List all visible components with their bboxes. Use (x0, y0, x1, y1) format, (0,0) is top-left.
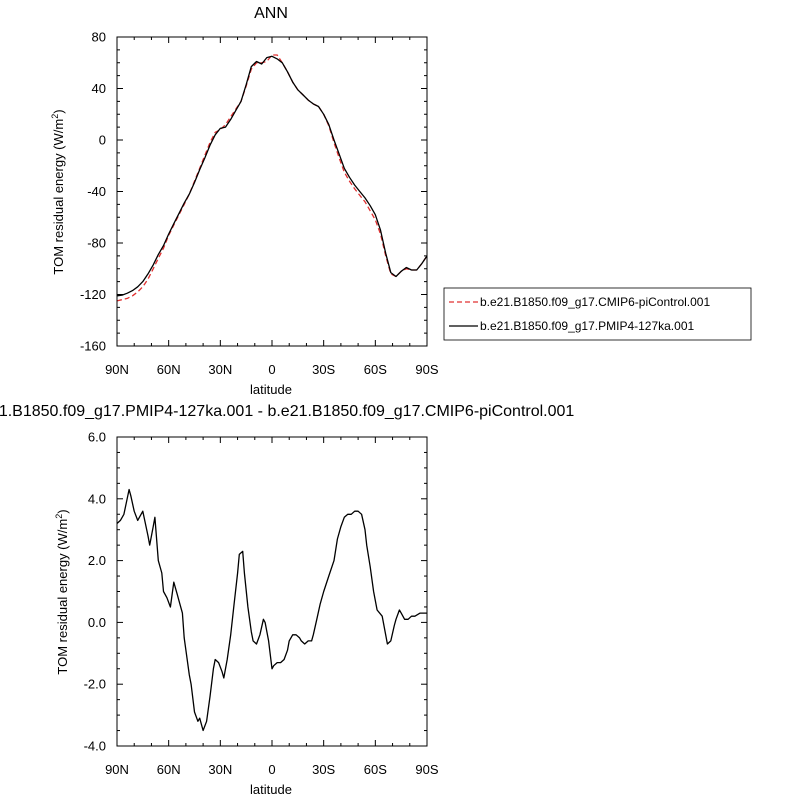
bottom-y-axis-label: TOM residual energy (W/m2) (54, 509, 70, 674)
top-series-group (116, 54, 428, 302)
y-tick-label: 0 (99, 133, 106, 148)
y-tick-label: 40 (92, 81, 106, 96)
legend: b.e21.B1850.f09_g17.CMIP6-piControl.001 … (443, 287, 752, 341)
bottom-x-axis-label: latitude (250, 782, 292, 797)
y-tick-label: -160 (80, 339, 106, 354)
legend-box (443, 287, 752, 341)
top-ticks-group: 80 40 0 -40 -80 -120 -160 90N 60N 30N 0 30S 60S 90S (80, 30, 439, 378)
x-tick-label: 30S (312, 362, 335, 377)
y-tick-label: -2.0 (84, 677, 106, 692)
series-line-0-0 (116, 54, 428, 302)
y-tick-label: 80 (92, 30, 106, 45)
x-tick-label: 60N (157, 762, 181, 777)
series-line-0-1 (116, 55, 428, 297)
legend-label-piControl: b.e21.B1850.f09_g17.CMIP6-piControl.001 (480, 295, 710, 309)
top-panel: ANN 80 40 0 -40 -80 -120 -160 90N 60N 30N 0 30S 60S 9… (50, 5, 752, 397)
top-y-axis-label-sup: 2 (50, 114, 60, 119)
x-tick-label: 90N (105, 362, 129, 377)
y-tick-label: -40 (87, 184, 106, 199)
legend-label-127ka: b.e21.B1850.f09_g17.PMIP4-127ka.001 (480, 319, 694, 333)
top-chart-title: ANN (254, 5, 288, 22)
y-tick-label: 0.0 (88, 615, 106, 630)
top-y-axis-label-close: ) (51, 109, 66, 113)
series-line-1-0 (116, 488, 427, 732)
x-tick-label: 30N (208, 362, 232, 377)
bottom-y-axis-label-main: TOM residual energy (W/m (55, 519, 70, 675)
y-tick-label: -80 (87, 236, 106, 251)
bottom-ticks-group: 6.0 4.0 2.0 0.0 -2.0 -4.0 90N 60N 30N 0 30S 60S 90S (84, 430, 439, 778)
y-tick-label: 2.0 (88, 553, 106, 568)
top-x-axis-label: latitude (250, 382, 292, 397)
y-tick-label: 4.0 (88, 491, 106, 506)
x-tick-label: 60S (364, 762, 387, 777)
bottom-panel: b.e21.B1850.f09_g17.PMIP4-127ka.001 - b.… (0, 403, 574, 797)
x-tick-label: 30S (312, 762, 335, 777)
x-tick-label: 60N (157, 362, 181, 377)
top-y-axis-label: TOM residual energy (W/m2) (50, 109, 66, 274)
bottom-chart-title: b.e21.B1850.f09_g17.PMIP4-127ka.001 - b.… (0, 403, 574, 420)
x-tick-label: 30N (208, 762, 232, 777)
bottom-series-group (116, 488, 427, 732)
x-tick-label: 90S (415, 362, 438, 377)
bottom-y-axis-label-close: ) (55, 509, 70, 513)
x-tick-label: 0 (268, 762, 275, 777)
top-y-axis-label-main: TOM residual energy (W/m (51, 119, 66, 275)
x-tick-label: 60S (364, 362, 387, 377)
bottom-y-axis-label-sup: 2 (54, 514, 64, 519)
x-tick-label: 0 (268, 362, 275, 377)
top-plot-frame (116, 36, 428, 347)
x-tick-label: 90S (415, 762, 438, 777)
y-tick-label: -4.0 (84, 739, 106, 754)
y-tick-label: -120 (80, 287, 106, 302)
y-tick-label: 6.0 (88, 430, 106, 445)
x-tick-label: 90N (105, 762, 129, 777)
